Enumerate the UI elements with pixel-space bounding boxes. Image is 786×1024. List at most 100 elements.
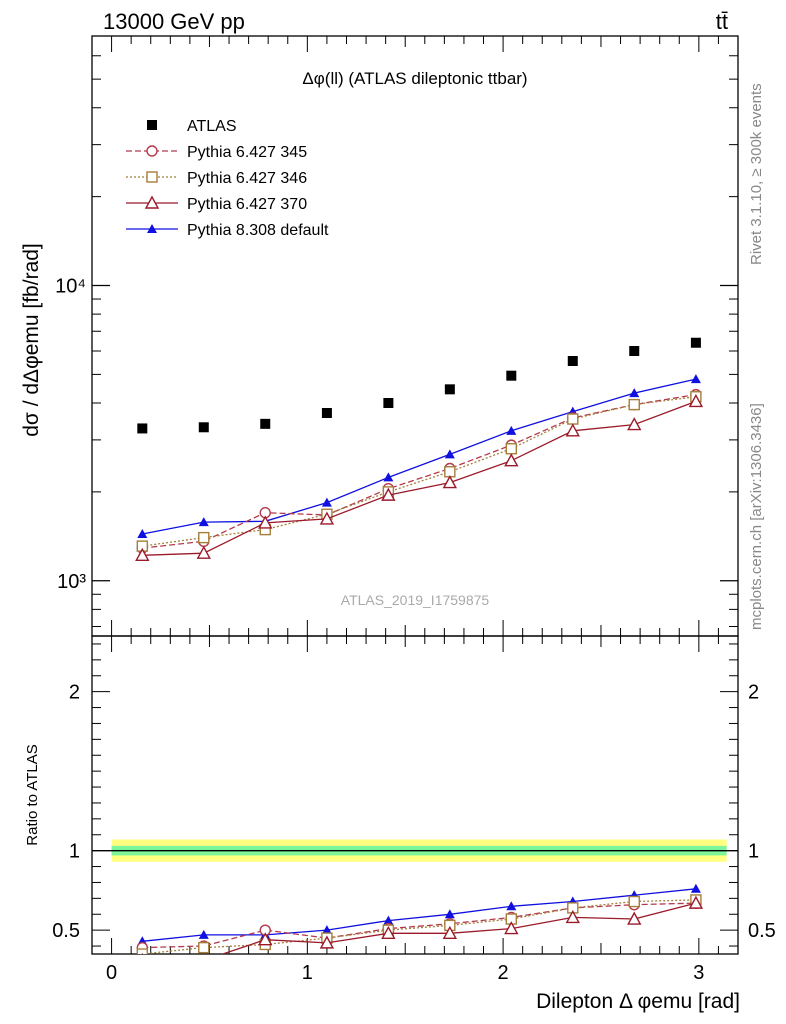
data-point: [567, 413, 579, 425]
ratio-line: [142, 899, 696, 954]
series-atlas: [137, 337, 701, 434]
data-point: [198, 531, 210, 544]
legend-marker: [144, 195, 160, 209]
data-point: [383, 398, 394, 409]
rivet-label: Rivet 3.1.10, ≥ 300k events: [748, 83, 765, 265]
series-pythia-6-427-370: [135, 393, 704, 561]
ratio-point: [444, 909, 455, 919]
data-point: [506, 425, 517, 435]
ratio-point: [319, 935, 335, 949]
series-line: [142, 378, 697, 535]
ratio-point: [203, 952, 205, 954]
ratio-point: [141, 952, 143, 954]
legend-marker: [147, 224, 157, 233]
series-pythia-8-308-default: [137, 374, 701, 539]
ratio-point: [198, 929, 209, 939]
data-point: [321, 408, 332, 419]
ratio-point: [442, 925, 458, 940]
data-point: [260, 418, 271, 429]
legend-label: Pythia 8.308 default: [187, 222, 329, 239]
ratio-series-group: [136, 883, 704, 954]
data-point: [567, 356, 578, 367]
ratio-series-pythia-8-308-default: [137, 883, 701, 946]
ratio-series-pythia-6-427-346: [136, 894, 702, 954]
data-point: [198, 422, 209, 433]
data-point: [504, 453, 519, 467]
ratio-ticks: 0.5 0.5 1 1 2 2 0 1 2 3: [52, 636, 776, 984]
legend-label: ATLAS: [187, 118, 237, 135]
ratio-point: [198, 941, 210, 954]
ratio-y-tick-label: 2: [69, 682, 80, 704]
ratio-point: [688, 895, 704, 909]
ratio-point: [321, 925, 332, 935]
data-point: [565, 423, 580, 437]
main-y-tick-label: 10³: [57, 571, 86, 593]
ratio-x-tick-label: 1: [302, 962, 313, 984]
data-point: [688, 393, 704, 408]
data-point: [196, 545, 211, 559]
data-point: [442, 475, 458, 489]
ratio-series-pythia-6-427-345: [136, 897, 702, 954]
legend-marker: [146, 145, 158, 157]
data-point: [628, 398, 640, 411]
legend-label: Pythia 6.427 346: [187, 170, 307, 187]
data-point: [505, 443, 518, 455]
ratio-point: [136, 948, 149, 954]
mcplots-label: mcplots.cern.ch [arXiv:1306.3436]: [748, 403, 765, 630]
data-point: [383, 472, 394, 482]
data-point: [137, 529, 148, 539]
data-point: [137, 423, 148, 434]
ratio-ylabel: Ratio to ATLAS: [24, 744, 41, 845]
main-y-tick-label: 10⁴: [55, 276, 86, 298]
ratio-point: [383, 915, 394, 925]
series-pythia-6-427-345: [136, 388, 702, 554]
main-ticks: 10³ 10⁴: [55, 35, 739, 636]
data-point: [198, 517, 209, 527]
data-point: [258, 515, 273, 529]
main-series: [135, 337, 704, 561]
ratio-point: [565, 909, 580, 924]
ratio-y-tick-label: 1: [69, 841, 80, 863]
ratio-band: [92, 839, 738, 862]
ratio-series-pythia-6-427-370: [141, 895, 704, 954]
ratio-x-tick-label: 0: [106, 962, 117, 984]
ratio-point: [690, 883, 701, 893]
ratio-point: [628, 895, 640, 908]
series-line: [142, 396, 696, 547]
ratio-point: [506, 901, 517, 911]
data-point: [381, 487, 396, 501]
main-title: Δφ(ll) (ATLAS dileptonic ttbar): [302, 69, 527, 88]
data-point: [690, 374, 701, 384]
data-point: [444, 449, 455, 459]
watermark: ATLAS_2019_I1759875: [341, 592, 490, 608]
ratio-y-tick-label: 0.5: [52, 920, 80, 942]
process-label: tt̄: [716, 9, 728, 34]
ratio-series: [136, 883, 704, 954]
data-point: [321, 497, 332, 507]
ratio-plot-frame: [91, 635, 739, 955]
ratio-point: [381, 925, 396, 940]
data-point: [506, 370, 517, 381]
series-pythia-6-427-346: [136, 391, 702, 552]
data-point: [627, 417, 642, 431]
data-point: [690, 337, 701, 348]
ratio-line: [142, 888, 696, 942]
legend-label: Pythia 6.427 345: [187, 144, 307, 161]
legend-marker: [146, 171, 158, 183]
ratio-y-tick-label: 2: [748, 682, 759, 704]
ratio-line: [142, 902, 696, 949]
ratio-point: [258, 932, 273, 946]
data-point: [629, 388, 640, 398]
ratio-point: [627, 911, 642, 925]
ratio-x-tick-label: 2: [498, 962, 509, 984]
ratio-xlabel: Dilepton Δ φemu [rad]: [536, 990, 740, 1013]
series-line: [142, 393, 697, 549]
legend: ATLAS Pythia 6.427 345 Pythia 6.427 346 Pyt…: [126, 118, 329, 239]
series-line: [142, 400, 697, 556]
legend-marker: [147, 120, 157, 130]
data-point: [135, 547, 150, 561]
data-point: [629, 346, 640, 357]
ratio-x-tick-label: 3: [693, 962, 704, 984]
ratio-y-tick-label: 1: [748, 841, 759, 863]
